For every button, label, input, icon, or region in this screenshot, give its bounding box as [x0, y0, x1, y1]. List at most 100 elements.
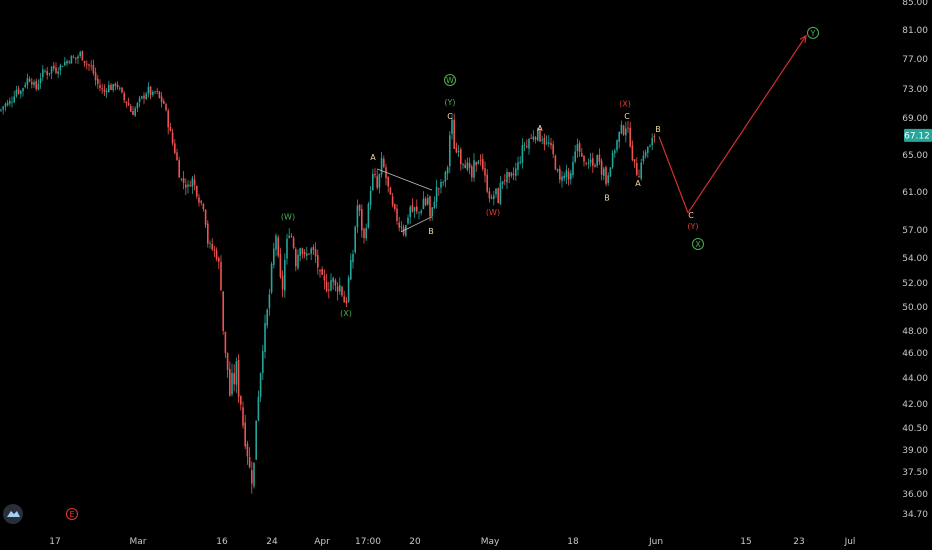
candle-body	[88, 64, 90, 66]
candle-body	[35, 81, 37, 89]
candle-body	[372, 174, 374, 190]
wave-label-text: A	[370, 153, 376, 162]
candle-body	[257, 396, 260, 421]
time-axis[interactable]: 17 Mar 16 24 Apr 17:00 20 May 18 Jun 15 23 Jul	[49, 537, 855, 547]
candle-body	[97, 78, 99, 84]
candle-body	[363, 228, 365, 238]
candle-body	[22, 88, 24, 92]
candle-body	[442, 182, 444, 183]
wave-label-text: B	[604, 194, 610, 203]
y-tick-label: 57.00	[902, 226, 928, 236]
candle-body	[130, 106, 132, 112]
candle-body	[587, 162, 590, 164]
candle-body	[438, 188, 440, 190]
candle-body	[638, 176, 640, 178]
candle-body	[290, 235, 293, 237]
candle-body	[506, 171, 508, 183]
candle-body	[512, 173, 515, 175]
candle-body	[627, 127, 629, 129]
price-axis[interactable]: 85.00 81.00 77.00 73.00 69.00 65.00 61.00 57.00…	[902, 0, 928, 520]
candle-body	[121, 87, 123, 93]
candle-body	[583, 155, 585, 162]
candle-body	[473, 160, 475, 178]
candle-body	[367, 204, 370, 228]
candle-body	[482, 159, 484, 170]
candle-body	[501, 181, 504, 184]
candle-body	[279, 253, 282, 277]
candle-body	[565, 170, 568, 177]
candle-body	[132, 111, 134, 115]
candle-body	[240, 396, 242, 405]
candle-body	[369, 190, 372, 205]
projection-arrow-head	[799, 34, 807, 43]
candle-body	[237, 359, 240, 397]
candle-body	[215, 250, 218, 259]
triangle-pattern	[376, 168, 433, 233]
candle-body	[391, 196, 394, 206]
wave-label: E	[66, 508, 78, 520]
candle-body	[17, 88, 20, 94]
candle-body	[222, 291, 224, 331]
candle-body	[229, 368, 231, 396]
candle-body	[154, 91, 156, 93]
candle-body	[383, 158, 385, 167]
wave-label: W	[444, 74, 456, 86]
candle-body	[574, 151, 576, 162]
candle-body	[42, 69, 44, 78]
candle-body	[596, 155, 598, 166]
candle-body	[110, 84, 112, 91]
candle-body	[167, 110, 169, 128]
x-tick-label: 18	[567, 537, 579, 547]
candle-body	[244, 422, 246, 447]
candle-body	[541, 139, 543, 141]
candle-body	[504, 180, 506, 181]
candle-body	[427, 197, 429, 205]
candle-body	[92, 64, 95, 74]
candle-body	[422, 198, 425, 210]
logo-cloud	[7, 511, 20, 517]
wave-label-text: Y	[810, 29, 816, 38]
candle-body	[457, 150, 460, 153]
candle-body	[53, 65, 55, 69]
tradingview-cloud-icon[interactable]	[3, 504, 23, 524]
y-tick-label: 54.00	[902, 254, 928, 264]
candle-body	[189, 185, 191, 187]
candle-body	[332, 277, 334, 282]
x-tick-label: Apr	[314, 537, 330, 547]
candle-body	[61, 66, 64, 68]
wave-label-text: (Y)	[687, 222, 698, 231]
candle-body	[292, 237, 295, 248]
candle-body	[28, 79, 31, 82]
candle-body	[625, 128, 627, 136]
candle-body	[202, 204, 205, 210]
candle-body	[255, 420, 257, 460]
candle-body	[33, 82, 35, 85]
candle-body	[20, 90, 22, 94]
candle-body	[321, 268, 323, 275]
candle-body	[44, 70, 46, 72]
candle-body	[605, 167, 607, 185]
candle-body	[303, 252, 306, 255]
candle-body	[616, 140, 618, 151]
candle-body	[405, 225, 407, 236]
wave-label-text: A	[635, 179, 641, 188]
candle-body	[341, 286, 343, 296]
candle-body	[389, 187, 392, 195]
candle-body	[11, 101, 13, 103]
candle-body	[39, 78, 42, 84]
candle-body	[105, 90, 108, 93]
candle-body	[400, 226, 403, 228]
x-tick-label: 15	[740, 537, 751, 547]
candle-body	[55, 67, 57, 73]
candle-body	[314, 249, 317, 257]
candle-body	[171, 132, 174, 144]
wave-label-text: C	[688, 211, 694, 220]
candle-body	[387, 176, 389, 187]
wave-label-text: X	[695, 240, 701, 249]
candle-body	[598, 154, 601, 162]
candle-body	[127, 103, 130, 106]
candle-body	[143, 95, 145, 99]
candle-body	[396, 208, 398, 221]
x-tick-label: May	[481, 537, 500, 547]
